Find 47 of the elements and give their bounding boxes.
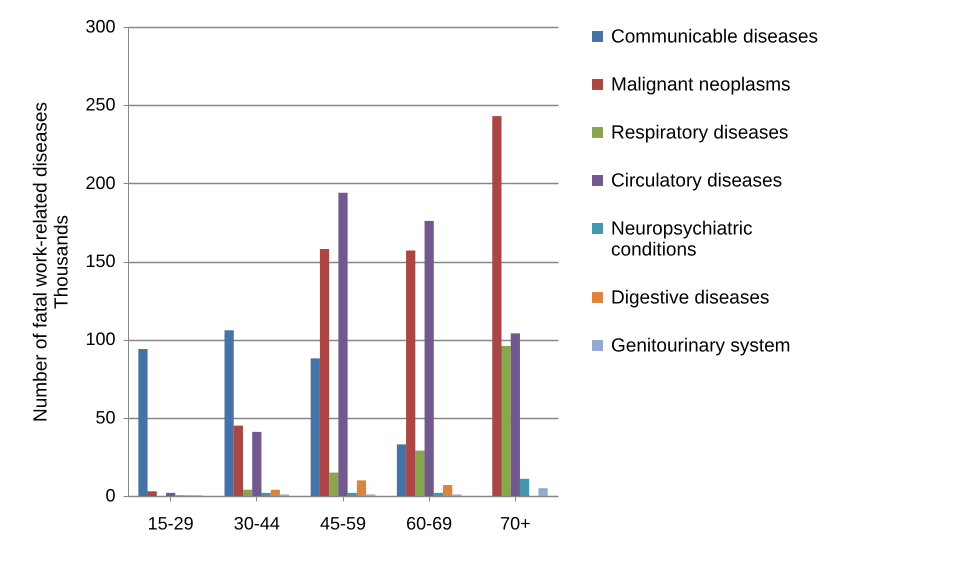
bar bbox=[538, 488, 548, 496]
y-tick-label: 300 bbox=[85, 16, 116, 36]
bar bbox=[434, 492, 444, 496]
bar bbox=[252, 432, 262, 496]
legend-label: Respiratory diseases bbox=[611, 122, 788, 144]
bar bbox=[356, 480, 366, 496]
y-tick-label: 50 bbox=[95, 407, 116, 428]
legend-label: Genitourinary system bbox=[611, 336, 791, 356]
y-tick-label: 200 bbox=[85, 172, 116, 193]
bar bbox=[348, 492, 357, 496]
bar bbox=[320, 248, 330, 496]
bar bbox=[520, 478, 530, 496]
y-tick-label: 100 bbox=[85, 329, 116, 350]
legend-label: Communicable diseases bbox=[611, 26, 818, 48]
x-tick-label: 70+ bbox=[500, 514, 531, 534]
bar bbox=[138, 349, 148, 496]
bar bbox=[501, 346, 511, 496]
x-tick-label: 15-29 bbox=[148, 514, 194, 534]
bar bbox=[234, 426, 243, 496]
bar bbox=[310, 358, 320, 496]
bar bbox=[242, 490, 252, 496]
bar bbox=[261, 492, 271, 496]
y-axis-title: Number of fatal work-related diseases bbox=[30, 102, 52, 422]
x-tick-label: 60-69 bbox=[406, 514, 452, 534]
bar bbox=[166, 492, 176, 496]
y-tick-label: 0 bbox=[105, 486, 116, 506]
bar bbox=[415, 450, 425, 496]
bar bbox=[492, 116, 502, 496]
x-tick-label: 45-59 bbox=[320, 514, 366, 534]
bar bbox=[510, 333, 520, 496]
y-tick-label: 250 bbox=[85, 94, 116, 115]
bar bbox=[424, 220, 434, 496]
legend-label: Neuropsychiatric conditions bbox=[611, 218, 752, 260]
bar bbox=[396, 444, 406, 496]
bar bbox=[148, 491, 157, 496]
x-tick-label: 30-44 bbox=[234, 514, 280, 534]
legend-label: Circulatory diseases bbox=[611, 170, 782, 192]
bar bbox=[443, 485, 452, 496]
text: Thousands bbox=[51, 214, 72, 310]
bar bbox=[406, 250, 416, 496]
y-tick-label: 150 bbox=[85, 251, 116, 271]
legend-label: Malignant neoplasms bbox=[611, 74, 791, 96]
bar bbox=[224, 330, 234, 496]
bar bbox=[270, 490, 280, 496]
legend-label: Digestive diseases bbox=[611, 288, 770, 308]
bar bbox=[338, 192, 348, 496]
bar bbox=[329, 472, 338, 496]
